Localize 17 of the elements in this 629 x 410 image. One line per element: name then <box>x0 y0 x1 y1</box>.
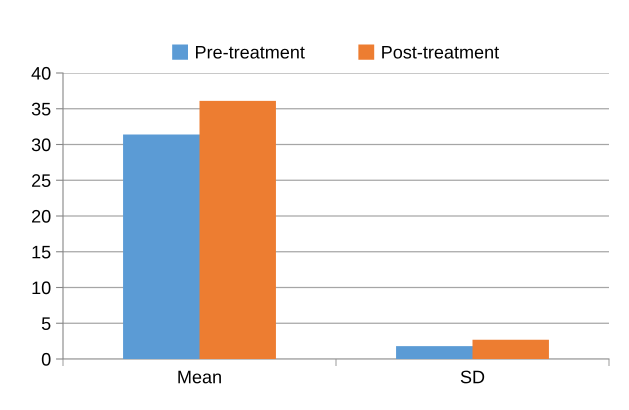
y-tick-label: 30 <box>32 138 50 152</box>
y-tick-label: 10 <box>32 281 50 294</box>
y-tick-label: 20 <box>32 210 50 223</box>
legend-label: Post-treatment <box>382 46 500 59</box>
y-tick-label: 0 <box>42 352 50 366</box>
y-tick-label: 15 <box>32 246 50 258</box>
x-tick-label: Mean <box>178 370 221 384</box>
y-tick-label: 25 <box>32 174 50 187</box>
bar <box>200 100 276 359</box>
y-tick-label: 5 <box>42 317 50 330</box>
bar <box>472 340 549 359</box>
y-tick-label: 40 <box>32 66 50 80</box>
bar <box>123 134 200 359</box>
legend-label: Pre-treatment <box>196 46 305 59</box>
x-tick-label: SD <box>460 370 484 384</box>
bar <box>396 346 472 359</box>
y-tick-label: 35 <box>32 102 50 116</box>
